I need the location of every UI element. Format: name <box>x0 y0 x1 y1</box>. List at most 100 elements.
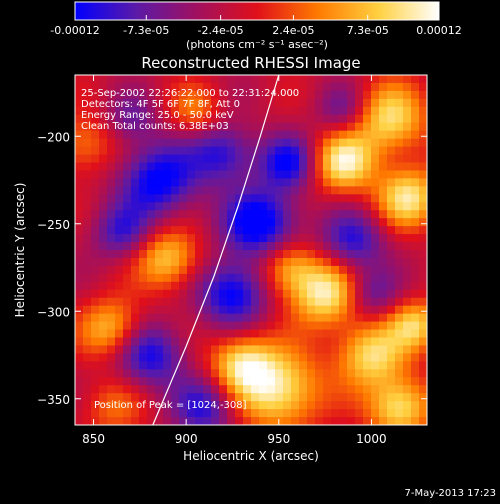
heatmap-cell <box>283 257 292 267</box>
heatmap-cell <box>219 90 228 100</box>
heatmap-cell <box>147 297 156 307</box>
heatmap-cell <box>275 234 284 243</box>
heatmap-cell <box>267 226 276 235</box>
heatmap-cell <box>323 297 332 307</box>
heatmap-cell <box>211 305 220 315</box>
heatmap-cell <box>379 178 388 187</box>
heatmap-cell <box>155 361 164 370</box>
heatmap-cell <box>339 297 348 307</box>
heatmap-cell <box>283 194 292 203</box>
heatmap-cell <box>75 289 84 299</box>
heatmap-cell <box>187 75 196 84</box>
heatmap-cell <box>339 90 348 100</box>
heatmap-cell <box>379 369 388 378</box>
heatmap-cell <box>171 321 180 331</box>
heatmap-cell <box>419 361 427 370</box>
heatmap-cell <box>283 242 292 251</box>
heatmap-cell <box>347 178 356 187</box>
heatmap-cell <box>379 90 388 100</box>
heatmap-cell <box>115 385 124 394</box>
heatmap-cell <box>379 377 388 386</box>
heatmap-cell <box>219 146 228 156</box>
heatmap-cell <box>363 297 372 307</box>
heatmap-cell <box>259 297 268 307</box>
heatmap-cell <box>75 313 84 323</box>
x-tick-label: 950 <box>267 432 290 446</box>
heatmap-cell <box>347 154 356 164</box>
heatmap-cell <box>139 409 148 418</box>
heatmap-cell <box>75 265 84 275</box>
heatmap-cell <box>243 178 252 187</box>
heatmap-cell <box>307 234 316 243</box>
heatmap-cell <box>171 345 180 354</box>
heatmap-cell <box>171 353 180 362</box>
y-tick-label: −250 <box>37 218 70 232</box>
heatmap-cell <box>155 210 164 219</box>
heatmap-cell <box>155 90 164 100</box>
heatmap-cell <box>155 130 164 140</box>
heatmap-cell <box>195 218 204 227</box>
heatmap-cell <box>371 146 380 156</box>
heatmap-cell <box>235 305 244 315</box>
heatmap-cell <box>299 82 308 92</box>
heatmap-cell <box>219 154 228 164</box>
heatmap-cell <box>363 417 372 425</box>
heatmap-cell <box>419 401 427 410</box>
heatmap-cell <box>219 369 228 378</box>
heatmap-cell <box>419 234 427 243</box>
heatmap-cell <box>235 281 244 291</box>
heatmap-cell <box>387 345 396 354</box>
heatmap-cell <box>123 98 132 108</box>
heatmap-cell <box>251 202 260 211</box>
heatmap-cell <box>251 305 260 315</box>
heatmap-cell <box>283 385 292 394</box>
heatmap-cell <box>307 122 316 132</box>
heatmap-cell <box>267 257 276 267</box>
heatmap-cell <box>115 130 124 140</box>
heatmap-cell <box>235 210 244 219</box>
heatmap-cell <box>83 345 92 354</box>
heatmap-cell <box>283 82 292 92</box>
heatmap-cell <box>187 210 196 219</box>
heatmap-cell <box>379 154 388 164</box>
heatmap-cell <box>155 178 164 187</box>
observation-info: 25-Sep-2002 22:26:22.000 to 22:31:24.000… <box>81 88 299 132</box>
heatmap-cell <box>235 385 244 394</box>
heatmap-cell <box>363 170 372 179</box>
heatmap-cell <box>179 417 188 425</box>
heatmap-cell <box>99 297 108 307</box>
heatmap-cell <box>251 393 260 402</box>
heatmap-cell <box>235 226 244 235</box>
heatmap-cell <box>195 98 204 108</box>
heatmap-cell <box>147 409 156 418</box>
heatmap-cell <box>307 138 316 148</box>
heatmap-cell <box>91 321 100 331</box>
heatmap-cell <box>211 186 220 195</box>
heatmap-cell <box>419 146 427 156</box>
heatmap-cell <box>387 154 396 164</box>
heatmap-cell <box>187 305 196 315</box>
heatmap-cell <box>195 146 204 156</box>
heatmap-cell <box>379 210 388 219</box>
heatmap-cell <box>115 289 124 299</box>
heatmap-cell <box>283 345 292 354</box>
heatmap-cell <box>83 281 92 291</box>
heatmap-cell <box>371 257 380 267</box>
heatmap-cell <box>299 202 308 211</box>
heatmap-cell <box>243 313 252 323</box>
heatmap-cell <box>283 90 292 100</box>
heatmap-cell <box>83 401 92 410</box>
heatmap-cell <box>147 313 156 323</box>
x-axis-label: Heliocentric X (arcsec) <box>183 449 319 463</box>
heatmap-cell <box>355 106 364 116</box>
heatmap-cell <box>163 170 172 179</box>
heatmap-cell <box>203 178 212 187</box>
heatmap-cell <box>83 369 92 378</box>
heatmap-cell <box>147 353 156 362</box>
heatmap-cell <box>243 130 252 140</box>
heatmap-cell <box>331 226 340 235</box>
heatmap-cell <box>155 162 164 172</box>
heatmap-cell <box>107 106 116 116</box>
heatmap-cell <box>123 75 132 84</box>
heatmap-cell <box>347 273 356 283</box>
